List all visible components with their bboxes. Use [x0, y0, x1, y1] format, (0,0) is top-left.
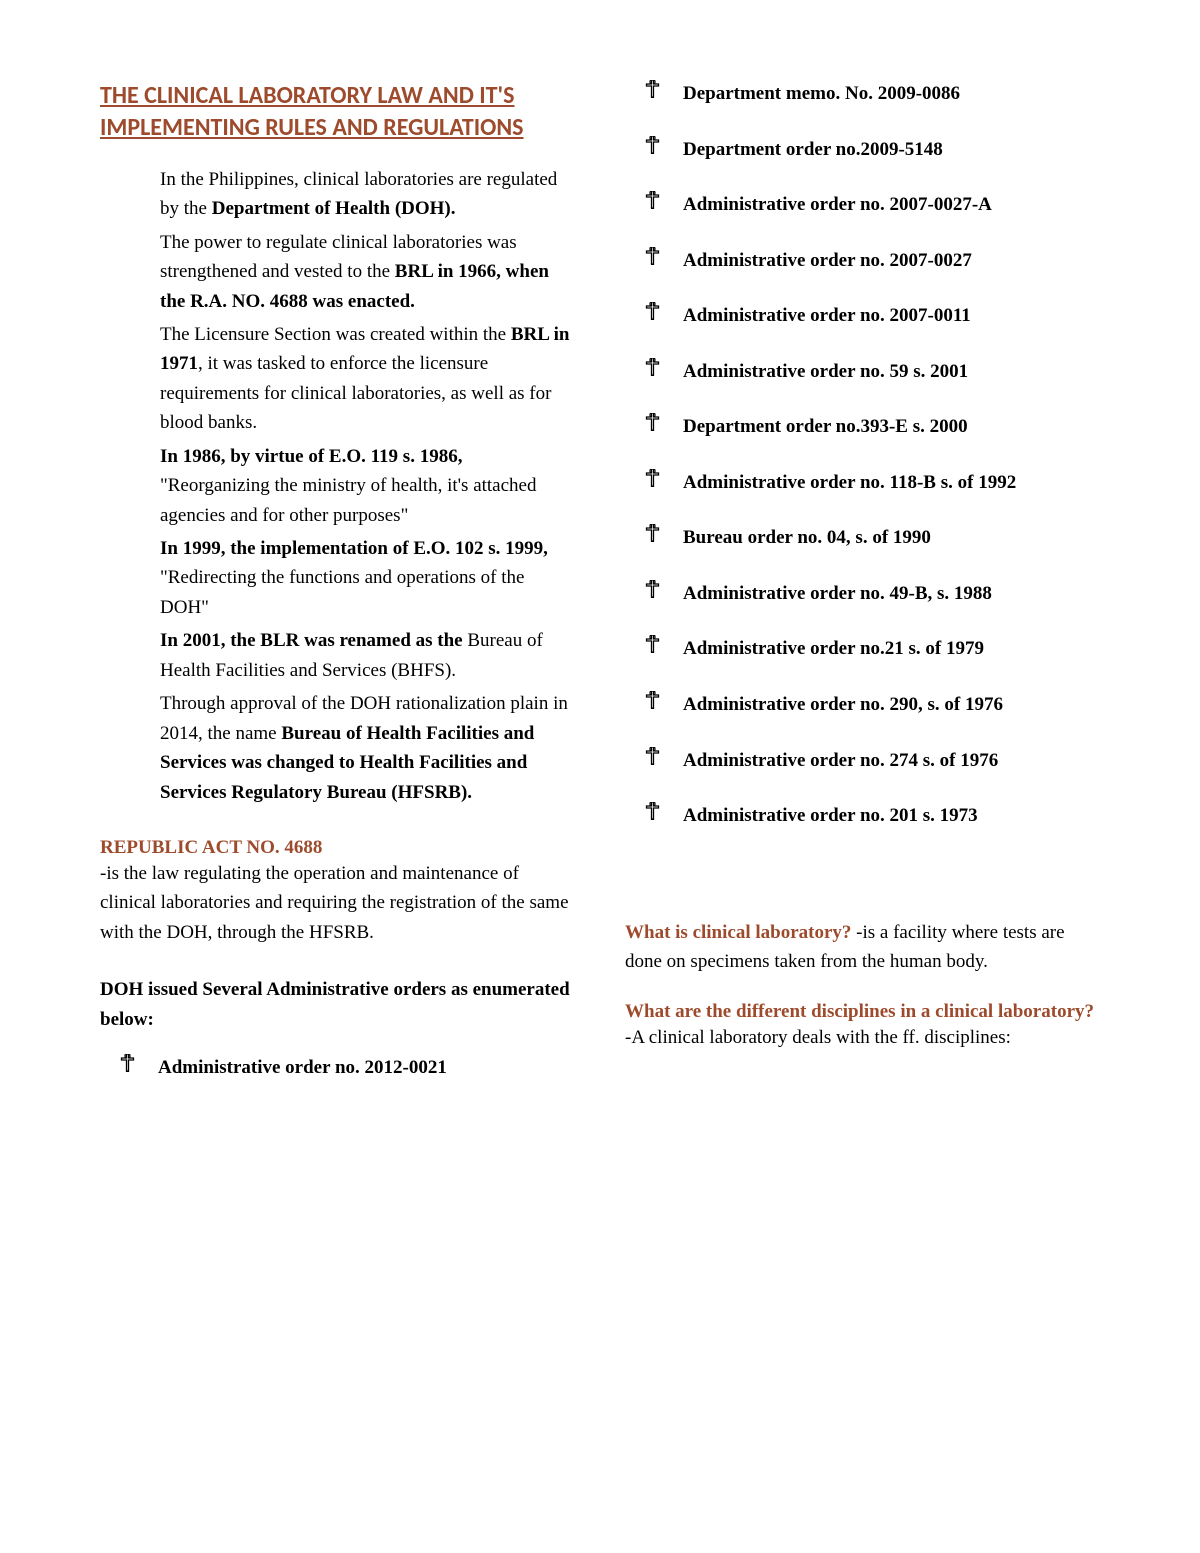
cross-icon: [645, 635, 673, 653]
intro-paragraph: The power to regulate clinical laborator…: [160, 228, 575, 316]
order-item: Administrative order no. 2007-0027-A: [625, 191, 1100, 219]
document-page: THE CLINICAL LABORATORY LAW AND IT'S IMP…: [0, 0, 1200, 1553]
orders-intro: DOH issued Several Administrative orders…: [100, 975, 575, 1034]
cross-icon: [120, 1054, 148, 1072]
order-item: Administrative order no. 201 s. 1973: [625, 802, 1100, 830]
document-title: THE CLINICAL LABORATORY LAW AND IT'S IMP…: [100, 80, 575, 145]
cross-icon: [645, 358, 673, 376]
order-label: Administrative order no. 2012-0021: [158, 1054, 447, 1082]
order-label: Administrative order no. 49-B, s. 1988: [683, 580, 992, 608]
q2-answer: -A clinical laboratory deals with the ff…: [625, 1023, 1100, 1052]
left-column: THE CLINICAL LABORATORY LAW AND IT'S IMP…: [100, 80, 575, 1493]
order-label: Administrative order no.21 s. of 1979: [683, 635, 984, 663]
order-item: Administrative order no. 2007-0011: [625, 302, 1100, 330]
order-label: Administrative order no. 201 s. 1973: [683, 802, 978, 830]
orders-list-left: Administrative order no. 2012-0021: [100, 1054, 575, 1110]
cross-icon: [645, 136, 673, 154]
orders-list-right: Department memo. No. 2009-0086 Department…: [625, 80, 1100, 858]
intro-paragraph: In 2001, the BLR was renamed as the Bure…: [160, 626, 575, 685]
cross-icon: [645, 580, 673, 598]
order-item: Administrative order no. 290, s. of 1976: [625, 691, 1100, 719]
q1-heading: What is clinical laboratory?: [625, 922, 856, 943]
cross-icon: [645, 247, 673, 265]
cross-icon: [645, 524, 673, 542]
order-label: Administrative order no. 274 s. of 1976: [683, 747, 998, 775]
question-block-1: What is clinical laboratory? -is a facil…: [625, 918, 1100, 977]
order-label: Administrative order no. 2007-0027: [683, 247, 972, 275]
cross-icon: [645, 413, 673, 431]
q1: What is clinical laboratory? -is a facil…: [625, 918, 1100, 977]
order-label: Administrative order no. 2007-0011: [683, 302, 971, 330]
order-item: Administrative order no. 2007-0027: [625, 247, 1100, 275]
order-label: Department memo. No. 2009-0086: [683, 80, 960, 108]
cross-icon: [645, 469, 673, 487]
intro-paragraphs: In the Philippines, clinical laboratorie…: [100, 165, 575, 811]
intro-paragraph: In the Philippines, clinical laboratorie…: [160, 165, 575, 224]
order-label: Department order no.393-E s. 2000: [683, 413, 968, 441]
order-item: Administrative order no.21 s. of 1979: [625, 635, 1100, 663]
cross-icon: [645, 191, 673, 209]
order-item: Bureau order no. 04, s. of 1990: [625, 524, 1100, 552]
cross-icon: [645, 80, 673, 98]
order-item: Administrative order no. 2012-0021: [100, 1054, 575, 1082]
order-label: Administrative order no. 290, s. of 1976: [683, 691, 1003, 719]
order-label: Administrative order no. 59 s. 2001: [683, 358, 968, 386]
intro-paragraph: The Licensure Section was created within…: [160, 320, 575, 438]
cross-icon: [645, 747, 673, 765]
order-label: Administrative order no. 118-B s. of 199…: [683, 469, 1016, 497]
question-block-2: What are the different disciplines in a …: [625, 1001, 1100, 1052]
order-label: Bureau order no. 04, s. of 1990: [683, 524, 931, 552]
intro-paragraph: In 1986, by virtue of E.O. 119 s. 1986, …: [160, 442, 575, 530]
cross-icon: [645, 802, 673, 820]
q2-heading: What are the different disciplines in a …: [625, 1001, 1100, 1023]
ra-description: -is the law regulating the operation and…: [100, 859, 575, 947]
order-item: Administrative order no. 118-B s. of 199…: [625, 469, 1100, 497]
order-label: Administrative order no. 2007-0027-A: [683, 191, 992, 219]
right-column: Department memo. No. 2009-0086 Department…: [625, 80, 1100, 1493]
order-item: Administrative order no. 59 s. 2001: [625, 358, 1100, 386]
cross-icon: [645, 691, 673, 709]
cross-icon: [645, 302, 673, 320]
order-item: Department order no.2009-5148: [625, 136, 1100, 164]
order-item: Department order no.393-E s. 2000: [625, 413, 1100, 441]
order-item: Administrative order no. 49-B, s. 1988: [625, 580, 1100, 608]
intro-paragraph: Through approval of the DOH rationalizat…: [160, 689, 575, 807]
order-label: Department order no.2009-5148: [683, 136, 943, 164]
order-item: Department memo. No. 2009-0086: [625, 80, 1100, 108]
ra-heading: REPUBLIC ACT NO. 4688: [100, 837, 575, 859]
intro-paragraph: In 1999, the implementation of E.O. 102 …: [160, 534, 575, 622]
order-item: Administrative order no. 274 s. of 1976: [625, 747, 1100, 775]
